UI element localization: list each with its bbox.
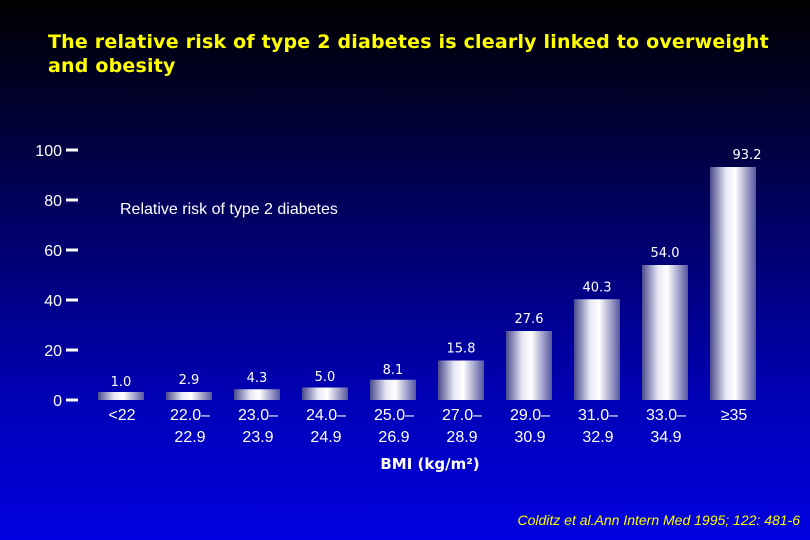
y-tick-label: 60	[44, 243, 62, 260]
bar	[166, 392, 212, 400]
x-tick-label: 23.0– 23.9	[238, 407, 278, 446]
x-tick-label: ≥35	[721, 407, 748, 424]
bar	[642, 265, 688, 400]
bar-value-label: 40.3	[583, 280, 612, 295]
y-tick-mark	[66, 248, 78, 252]
y-tick-label: 0	[53, 393, 62, 410]
bar-value-label: 4.3	[247, 371, 268, 386]
y-tick-mark	[66, 348, 78, 352]
bar	[438, 360, 484, 400]
y-axis: 100 80 60 40 20 0	[35, 143, 78, 410]
x-tick-label: 33.0– 34.9	[646, 407, 686, 446]
bar-value-label: 5.0	[315, 370, 336, 385]
x-tick-label: 29.0– 30.9	[510, 407, 550, 446]
bar-value-label: 1.0	[111, 375, 132, 390]
bar-value-label: 54.0	[651, 246, 680, 261]
y-tick-mark	[66, 398, 78, 402]
x-axis-title: BMI (kg/m²)	[380, 455, 479, 473]
y-tick-label: 80	[44, 193, 62, 210]
bar-value-label: 15.8	[447, 342, 476, 357]
x-tick-label: 25.0– 26.9	[374, 407, 414, 446]
citation: Colditz et al.Ann Intern Med 1995; 122: …	[517, 512, 800, 528]
x-tick-label: 31.0– 32.9	[578, 407, 618, 446]
bar-value-label: 2.9	[179, 373, 200, 388]
y-tick-mark	[66, 298, 78, 302]
y-tick-label: 100	[35, 143, 62, 160]
bar	[234, 389, 280, 400]
x-tick-label: <22	[108, 407, 135, 424]
y-tick-label: 40	[44, 293, 62, 310]
x-tick-label: 22.0– 22.9	[170, 407, 210, 446]
y-tick-label: 20	[44, 343, 62, 360]
y-tick-mark	[66, 198, 78, 202]
series-label: Relative risk of type 2 diabetes	[120, 201, 338, 218]
bar	[710, 167, 756, 400]
bar-value-label: 27.6	[515, 312, 544, 327]
bar	[98, 392, 144, 400]
bar-value-label: 93.2	[733, 148, 762, 163]
x-tick-label: 27.0– 28.9	[442, 407, 482, 446]
bar	[302, 387, 348, 400]
x-tick-label: 24.0– 24.9	[306, 407, 346, 446]
bar-value-label: 8.1	[383, 363, 404, 378]
chart-title: The relative risk of type 2 diabetes is …	[48, 31, 769, 77]
bar	[370, 379, 416, 400]
bar	[506, 331, 552, 400]
bars: 1.0 2.9 4.3 5.0 8.1 15.8 27.6 40.3 54.0 93.2	[98, 148, 761, 400]
x-axis-labels: <22 22.0– 22.9 23.0– 23.9 24.0– 24.9 25.0– 26.9 2…	[108, 407, 747, 446]
y-tick-mark	[66, 148, 78, 152]
bar	[574, 299, 620, 400]
